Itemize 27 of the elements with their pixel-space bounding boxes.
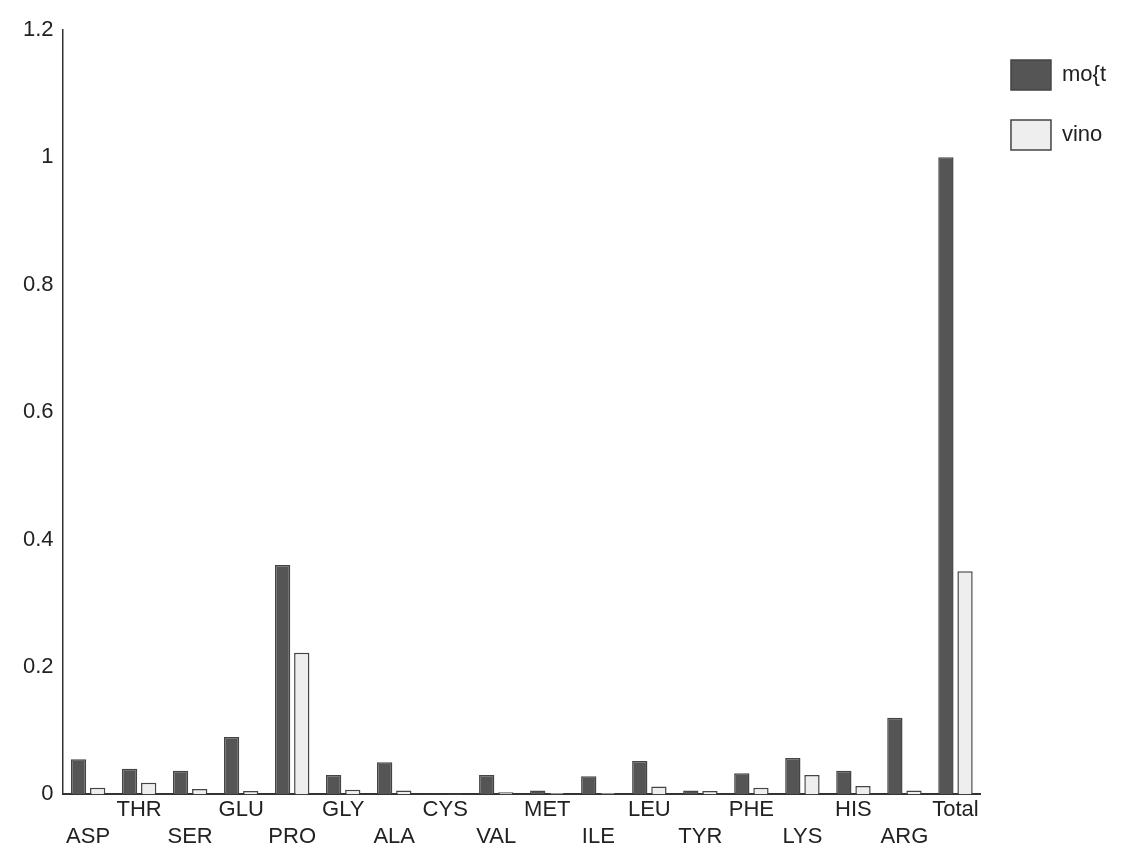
- x-tick-label: MET: [524, 796, 571, 822]
- x-tick-label: LEU: [627, 796, 671, 822]
- x-tick-label: GLU: [218, 796, 264, 822]
- x-tick-label: ARG: [880, 822, 929, 848]
- y-tick-label: 0.8: [22, 270, 54, 296]
- x-tick-label: PRO: [268, 822, 317, 848]
- y-tick-label: 0.2: [22, 652, 54, 678]
- x-tick-label: SER: [167, 822, 213, 848]
- y-tick-label: 1.2: [22, 16, 54, 42]
- legend-label: vino: [1061, 121, 1103, 147]
- x-tick-label: TYR: [678, 822, 723, 848]
- x-tick-label: CYS: [422, 796, 468, 822]
- x-tick-label: VAL: [476, 822, 517, 848]
- x-tick-label: ILE: [581, 822, 615, 848]
- legend-label: mo{t: [1061, 61, 1107, 87]
- x-tick-label: ASP: [66, 822, 111, 848]
- y-tick-label: 0.6: [22, 398, 54, 424]
- x-tick-label: HIS: [835, 796, 872, 822]
- y-tick-label: 0.4: [22, 525, 54, 551]
- y-tick-label: 1: [41, 143, 54, 169]
- y-tick-label: 0: [41, 780, 54, 806]
- x-tick-label: GLY: [322, 796, 365, 822]
- x-tick-label: PHE: [728, 796, 774, 822]
- x-tick-label: LYS: [782, 822, 823, 848]
- x-tick-label: THR: [116, 796, 162, 822]
- x-tick-label: ALA: [373, 822, 416, 848]
- x-tick-label: Total: [932, 796, 979, 822]
